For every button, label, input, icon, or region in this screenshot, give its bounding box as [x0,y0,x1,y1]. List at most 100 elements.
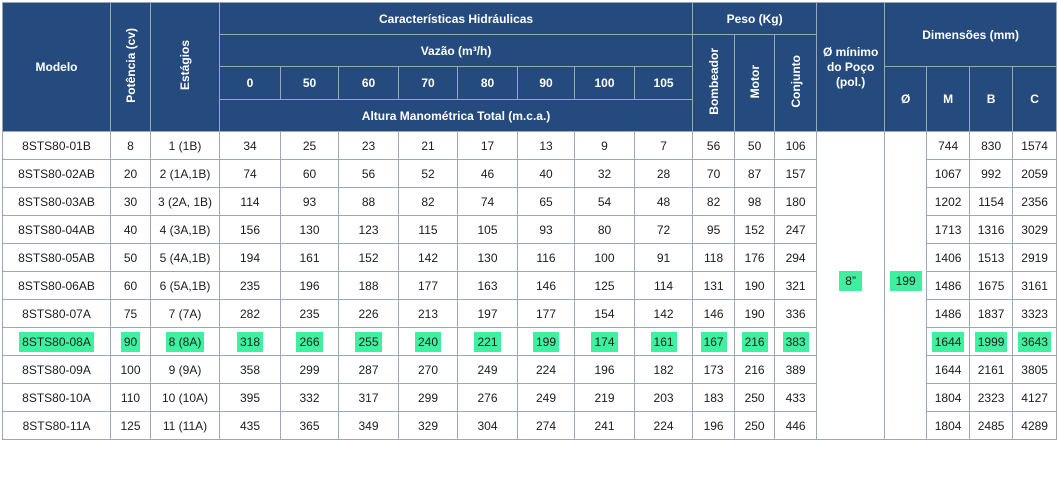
dim-m-cell: 744 [926,131,971,160]
header-altura: Altura Manométrica Total (m.c.a.) [218,99,694,132]
altura-cell: 130 [280,215,339,244]
dim-c-cell: 3643 [1012,327,1058,356]
altura-cell: 74 [457,187,518,216]
altura-cell: 174 [574,327,635,356]
potencia-cell: 40 [110,215,151,244]
altura-cell: 82 [398,187,458,216]
modelo-cell: 8STS80-09A [2,355,111,384]
header-modelo: Modelo [2,2,111,132]
altura-cell: 114 [633,271,694,300]
dim-c-cell: 2919 [1012,243,1058,272]
potencia-cell: 75 [110,299,151,328]
altura-cell: 161 [280,243,339,272]
diam-min-poco-cell: 8” [816,131,886,440]
modelo-cell: 8STS80-10A [2,383,111,412]
altura-cell: 40 [517,159,575,188]
potencia-cell: 60 [110,271,151,300]
altura-cell: 203 [633,383,694,412]
table-row: 8STS80-11A 125 11 (11A) 435 365 349 329 304 274 2… [2,411,1058,440]
altura-cell: 161 [633,327,694,356]
bombeador-cell: 56 [692,131,736,160]
altura-cell: 7 [633,131,694,160]
table-row: 8STS80-01B 8 1 (1B) 34 25 23 21 17 13 9 7 56 50 106 8”… [2,131,1058,440]
altura-cell: 88 [338,187,399,216]
dim-m-cell: 1644 [926,355,971,384]
altura-cell: 199 [517,327,575,356]
header-bombeador: Bombeador [692,34,736,132]
estagios-cell: 7 (7A) [150,299,220,328]
motor-cell: 190 [734,299,776,328]
altura-cell: 241 [574,411,635,440]
dim-m-cell: 1644 [926,327,971,356]
motor-cell: 98 [734,187,776,216]
altura-cell: 28 [633,159,694,188]
table-row: 8STS80-03AB 30 3 (2A, 1B) 114 93 88 82 74 65 54 48… [2,187,1058,216]
altura-cell: 163 [457,271,518,300]
altura-cell: 91 [633,243,694,272]
altura-cell: 105 [457,215,518,244]
altura-cell: 54 [574,187,635,216]
modelo-cell: 8STS80-03AB [2,187,111,216]
dim-c-cell: 3029 [1012,215,1058,244]
table-row: 8STS80-05AB 50 5 (4A,1B) 194 161 152 142 130 116… [2,243,1058,272]
altura-cell: 177 [517,299,575,328]
altura-cell: 194 [219,243,281,272]
altura-cell: 182 [633,355,694,384]
altura-cell: 435 [219,411,281,440]
altura-cell: 72 [633,215,694,244]
dim-b-cell: 992 [969,159,1014,188]
altura-cell: 93 [280,187,339,216]
dim-b-cell: 1999 [969,327,1014,356]
header-dim-c: C [1012,66,1058,132]
altura-cell: 80 [574,215,635,244]
dim-c-cell: 3323 [1012,299,1058,328]
modelo-cell: 8STS80-08A [2,327,111,356]
altura-cell: 282 [219,299,281,328]
bombeador-cell: 183 [692,383,736,412]
header-flow: 50 [280,66,339,100]
header-flow: 0 [219,66,281,100]
dim-c-cell: 1574 [1012,131,1058,160]
table-row: 8STS80-07A 75 7 (7A) 282 235 226 213 197 177 154 1… [2,299,1058,328]
altura-cell: 221 [457,327,518,356]
potencia-cell: 110 [110,383,151,412]
altura-cell: 329 [398,411,458,440]
altura-cell: 177 [398,271,458,300]
altura-cell: 154 [574,299,635,328]
header-conjunto: Conjunto [774,34,818,132]
modelo-cell: 8STS80-01B [2,131,111,160]
conjunto-cell: 446 [774,411,818,440]
dim-m-cell: 1804 [926,411,971,440]
dim-b-cell: 1675 [969,271,1014,300]
altura-cell: 255 [338,327,399,356]
bombeador-cell: 196 [692,411,736,440]
altura-cell: 287 [338,355,399,384]
conjunto-cell: 336 [774,299,818,328]
altura-cell: 13 [517,131,575,160]
altura-cell: 213 [398,299,458,328]
altura-cell: 142 [633,299,694,328]
altura-cell: 156 [219,215,281,244]
motor-cell: 50 [734,131,776,160]
motor-cell: 250 [734,383,776,412]
altura-cell: 21 [398,131,458,160]
table-row: 8STS80-08A 90 8 (8A) 318 266 255 240 221 199 174 1… [2,327,1058,356]
bombeador-cell: 95 [692,215,736,244]
motor-cell: 250 [734,411,776,440]
table-row: 8STS80-06AB 60 6 (5A,1B) 235 196 188 177 163 146… [2,271,1058,300]
estagios-cell: 3 (2A, 1B) [150,187,220,216]
header-dim-m: M [926,66,971,132]
dim-c-cell: 2356 [1012,187,1058,216]
dim-b-cell: 1154 [969,187,1014,216]
altura-cell: 235 [280,299,339,328]
estagios-cell: 9 (9A) [150,355,220,384]
bombeador-cell: 118 [692,243,736,272]
conjunto-cell: 247 [774,215,818,244]
header-estagios: Estágios [150,2,220,132]
altura-cell: 196 [574,355,635,384]
altura-cell: 274 [517,411,575,440]
header-flow: 105 [633,66,694,100]
dim-b-cell: 1316 [969,215,1014,244]
estagios-cell: 5 (4A,1B) [150,243,220,272]
header-dimensoes: Dimensões (mm) [884,2,1058,67]
